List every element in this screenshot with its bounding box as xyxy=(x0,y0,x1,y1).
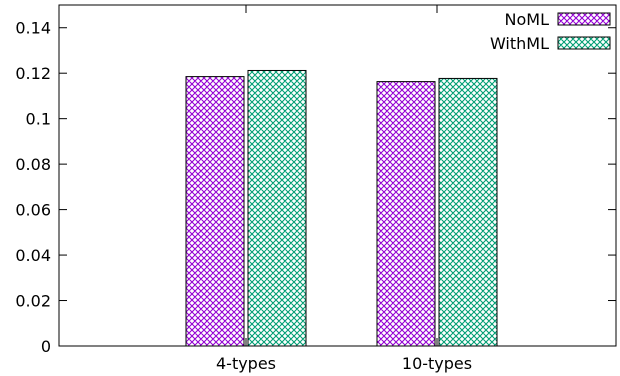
legend-swatch-noml xyxy=(557,12,611,26)
bar-withml-4-types xyxy=(247,69,307,347)
y-tick-label: 0 xyxy=(41,337,51,356)
legend: NoML WithML xyxy=(490,10,611,53)
y-tick-label: 0.04 xyxy=(15,246,51,265)
bar-withml-10-types xyxy=(438,77,498,347)
x-tick-label: 4-types xyxy=(216,354,276,373)
legend-label-withml: WithML xyxy=(490,34,549,53)
bars-layer xyxy=(185,69,498,347)
legend-swatch-withml xyxy=(557,36,611,50)
y-tick-label: 0.06 xyxy=(15,201,51,220)
y-tick-label: 0.08 xyxy=(15,155,51,174)
bar-noml-10-types xyxy=(376,81,436,347)
y-tick-label: 0.02 xyxy=(15,292,51,311)
y-tick-label: 0.1 xyxy=(26,110,51,129)
x-tick-label: 10-types xyxy=(402,354,472,373)
plot-frame xyxy=(58,4,617,347)
y-tick-label: 0.14 xyxy=(15,19,51,38)
y-tick-label: 0.12 xyxy=(15,64,51,83)
x-axis: 4-types 10-types xyxy=(216,5,472,373)
y-axis: 0 0.02 0.04 0.06 0.08 0.1 0.12 0.14 xyxy=(15,19,616,356)
bar-noml-4-types xyxy=(185,76,245,347)
legend-label-noml: NoML xyxy=(505,10,550,29)
